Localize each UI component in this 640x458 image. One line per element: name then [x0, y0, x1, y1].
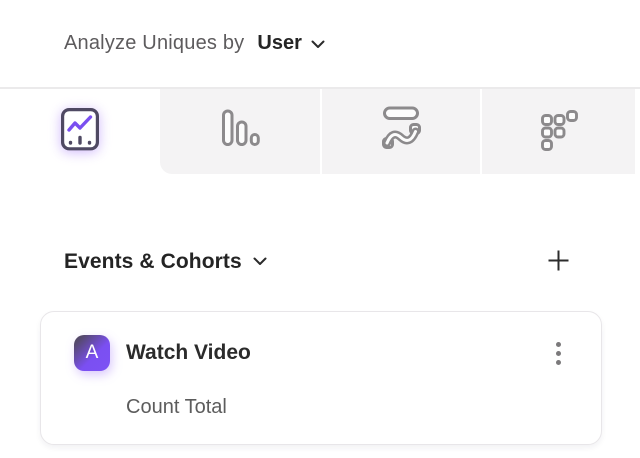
insights-line-chart-icon: [60, 107, 100, 157]
event-options-button[interactable]: [552, 338, 565, 369]
plus-icon: [547, 249, 570, 275]
tab-retention[interactable]: [480, 89, 640, 174]
event-card-header: A Watch Video: [74, 335, 571, 371]
uniques-by-value: User: [257, 32, 302, 54]
tab-flows[interactable]: [320, 89, 480, 174]
event-card[interactable]: A Watch Video Count Total: [40, 311, 602, 445]
add-event-button[interactable]: [547, 249, 570, 275]
events-cohorts-title: Events & Cohorts: [64, 250, 242, 273]
analyze-uniques-label: Analyze Uniques by: [64, 32, 245, 54]
events-cohorts-dropdown[interactable]: Events & Cohorts: [64, 250, 267, 274]
chevron-down-icon: [253, 253, 267, 271]
tab-insights[interactable]: [0, 89, 160, 174]
flows-icon: [381, 106, 421, 157]
uniques-by-dropdown[interactable]: User: [257, 32, 325, 55]
events-cohorts-row: Events & Cohorts: [64, 247, 570, 277]
event-metric-selector[interactable]: Count Total: [126, 396, 227, 418]
retention-dots-icon: [539, 107, 579, 156]
tab-bar-chart[interactable]: [160, 89, 320, 174]
analyze-header: Analyze Uniques by User: [0, 0, 640, 89]
chevron-down-icon: [311, 32, 325, 55]
event-letter-badge: A: [74, 335, 110, 371]
report-type-tabbar: [0, 89, 640, 174]
event-name: Watch Video: [126, 341, 251, 364]
bar-chart-icon: [220, 109, 260, 154]
